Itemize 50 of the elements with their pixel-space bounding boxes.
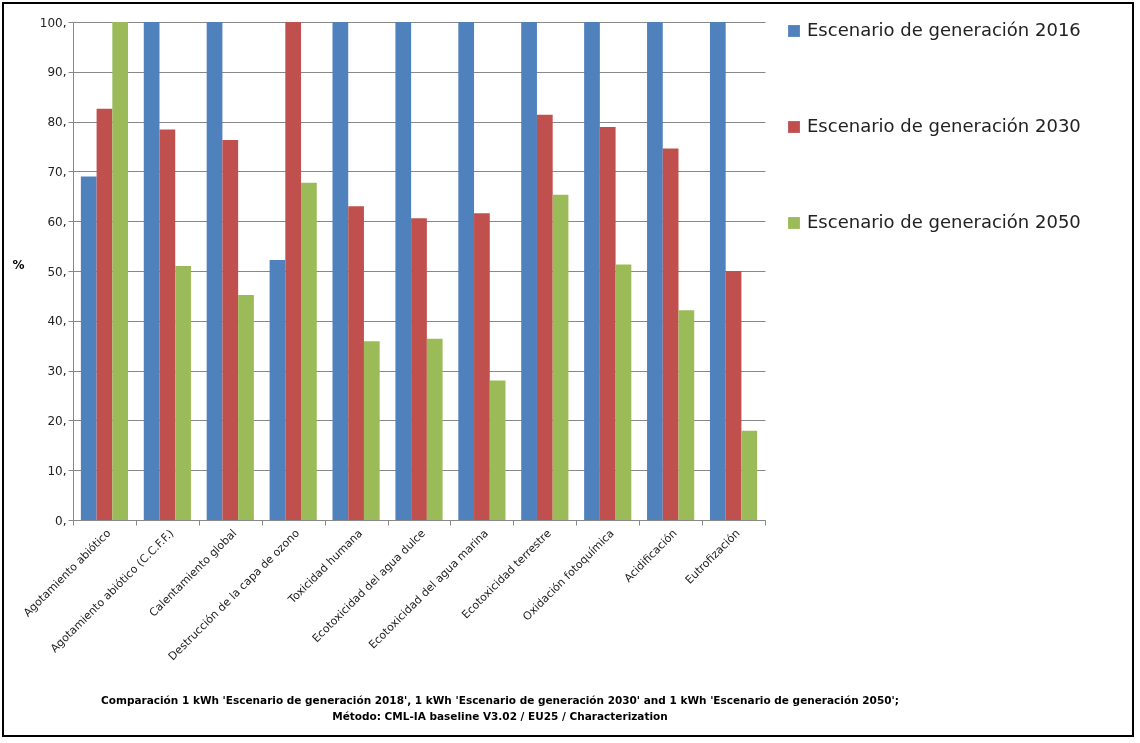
bar <box>348 206 364 520</box>
y-axis-title: % <box>12 257 25 272</box>
y-tick-label: 90, <box>47 65 67 80</box>
y-tick-label: 80, <box>47 115 67 130</box>
bar <box>269 260 286 520</box>
legend-label: Escenario de generación 2016 <box>807 19 1081 40</box>
legend-label: Escenario de generación 2050 <box>807 211 1081 232</box>
y-tick-label: 70, <box>47 164 67 179</box>
bar <box>301 182 317 520</box>
bar <box>662 148 679 520</box>
bar <box>112 22 129 520</box>
y-tick-label: 60, <box>47 214 67 229</box>
bar <box>395 22 412 520</box>
bar <box>536 114 553 520</box>
bar <box>552 194 569 520</box>
y-tick-label: 10, <box>47 463 67 478</box>
bar <box>489 380 506 520</box>
bar <box>285 22 302 520</box>
bar <box>363 341 380 520</box>
text: Comparación 1 kWh 'Escenario de generación 2018', 1 kWh 'Escenario de generación 2030' and 1 kWh 'Escenario de generación 2050'; <box>100 693 900 708</box>
bar <box>332 22 349 520</box>
y-tick-label: 40, <box>47 314 67 329</box>
bar <box>96 108 113 520</box>
bar <box>143 22 160 520</box>
y-tick-label: 50, <box>47 264 67 279</box>
bar <box>175 266 191 520</box>
bar <box>521 22 537 520</box>
bar <box>647 22 663 520</box>
bar <box>709 22 726 520</box>
bar <box>741 430 758 520</box>
bar <box>222 140 239 520</box>
legend-label: Escenario de generación 2030 <box>807 115 1081 136</box>
bar <box>584 22 600 520</box>
bar <box>426 338 443 520</box>
bar <box>458 22 475 520</box>
y-tick-label: 0, <box>55 513 67 528</box>
y-tick-label: 20, <box>47 413 67 428</box>
bar <box>474 213 490 520</box>
bar <box>615 264 632 520</box>
bar <box>206 22 223 520</box>
y-tick-label: 100, <box>39 15 67 30</box>
bar <box>725 271 742 520</box>
bar <box>159 129 176 520</box>
text: Método: CML-IA baseline V3.02 / EU25 / Characterization <box>331 709 669 724</box>
bar <box>80 176 97 520</box>
bar <box>238 294 254 520</box>
bar <box>411 218 427 520</box>
bar <box>678 310 695 520</box>
y-tick-label: 30, <box>47 364 67 379</box>
bar <box>599 127 616 520</box>
